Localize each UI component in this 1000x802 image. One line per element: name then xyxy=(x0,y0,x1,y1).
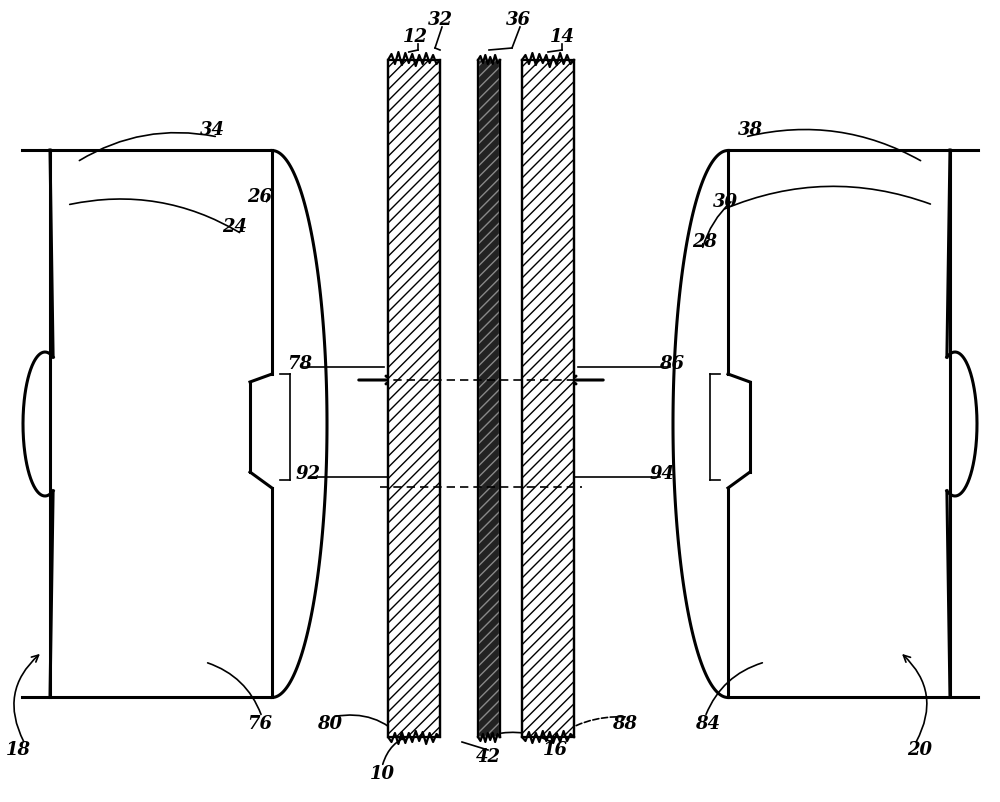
Text: 34: 34 xyxy=(200,121,224,139)
Text: 16: 16 xyxy=(542,741,568,759)
Text: 38: 38 xyxy=(738,121,763,139)
Text: 86: 86 xyxy=(660,355,684,373)
Text: 18: 18 xyxy=(6,741,30,759)
Text: 36: 36 xyxy=(506,11,530,29)
Text: 26: 26 xyxy=(248,188,272,206)
Text: 84: 84 xyxy=(696,715,720,733)
Text: 32: 32 xyxy=(428,11,453,29)
Bar xyxy=(388,60,440,737)
Text: 30: 30 xyxy=(712,193,738,211)
Text: 76: 76 xyxy=(248,715,272,733)
Text: 78: 78 xyxy=(288,355,312,373)
Text: 92: 92 xyxy=(296,465,320,483)
Text: 80: 80 xyxy=(318,715,342,733)
Text: 42: 42 xyxy=(476,748,501,766)
Text: 24: 24 xyxy=(222,218,248,236)
Bar xyxy=(478,60,500,737)
Text: 88: 88 xyxy=(612,715,638,733)
Bar xyxy=(522,60,574,737)
Text: 94: 94 xyxy=(650,465,674,483)
Bar xyxy=(388,60,440,737)
Text: 28: 28 xyxy=(692,233,718,251)
Text: 14: 14 xyxy=(550,28,574,46)
Text: 12: 12 xyxy=(403,28,428,46)
Text: 10: 10 xyxy=(370,765,394,783)
Bar xyxy=(478,60,500,737)
Text: 20: 20 xyxy=(907,741,932,759)
Bar xyxy=(522,60,574,737)
